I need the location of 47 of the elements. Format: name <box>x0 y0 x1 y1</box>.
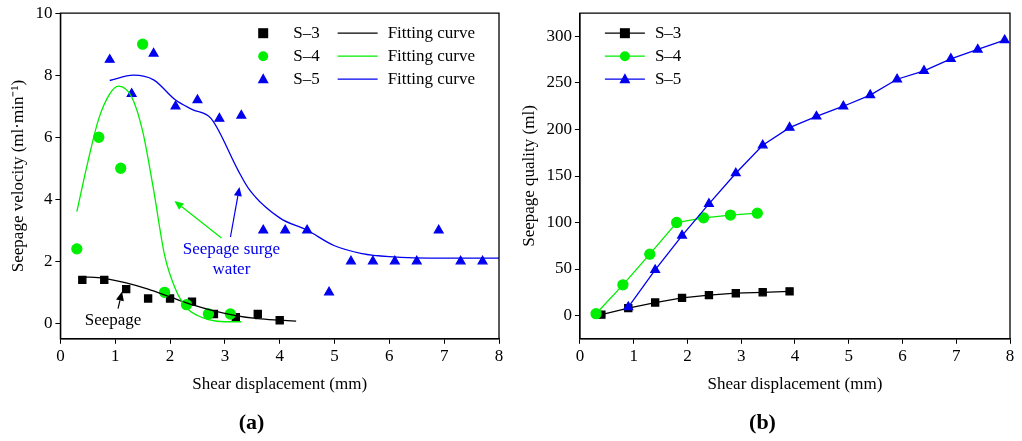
annotation: Seepage <box>84 310 142 330</box>
x-tick-label: 1 <box>110 346 120 366</box>
x-tick-label: 2 <box>683 346 692 366</box>
y-tick-label: 0 <box>43 312 53 332</box>
x-tick-label: 5 <box>330 346 339 366</box>
y-tick-label: 100 <box>546 211 572 231</box>
x-axis-title: Shear displacement (mm) <box>192 373 368 393</box>
x-tick-label: 4 <box>790 346 800 366</box>
y-tick-label: 2 <box>43 250 53 270</box>
y-tick-label: 10 <box>35 2 53 22</box>
x-tick-label: 4 <box>275 346 285 366</box>
x-tick-label: 1 <box>629 346 638 366</box>
x-tick-label: 0 <box>575 346 585 366</box>
y-axis-title: Seepage quality (ml) <box>518 105 538 247</box>
legend-label: S–5 <box>654 68 682 88</box>
x-tick-label: 7 <box>439 346 449 366</box>
x-tick-label: 8 <box>494 346 504 366</box>
x-tick-label: 7 <box>951 346 961 366</box>
text: (b) <box>749 409 776 435</box>
legend-label: S–4 <box>654 45 682 65</box>
x-tick-label: 5 <box>844 346 853 366</box>
y-tick-label: 0 <box>563 305 572 325</box>
legend-label: S–3 <box>293 22 320 42</box>
x-tick-label: 3 <box>736 346 746 366</box>
y-tick-label: 250 <box>546 72 572 92</box>
y-tick-label: 4 <box>43 188 53 208</box>
legend-label: Fitting curve <box>387 22 476 42</box>
y-axis-title: Seepage velocity (ml·min⁻¹) <box>7 79 27 273</box>
x-tick-label: 2 <box>165 346 175 366</box>
y-tick-label: 8 <box>43 64 53 84</box>
x-axis-title: Shear displacement (mm) <box>707 373 883 393</box>
y-tick-label: 6 <box>43 126 53 146</box>
x-tick-label: 6 <box>898 346 907 366</box>
annotation: Seepage surge water <box>182 239 281 279</box>
y-tick-label: 150 <box>546 165 572 185</box>
text: (a) <box>238 409 265 435</box>
legend-label: S–5 <box>293 68 320 88</box>
x-tick-label: 8 <box>1005 346 1015 366</box>
x-tick-label: 3 <box>220 346 230 366</box>
legend-label: S–3 <box>654 22 682 42</box>
y-tick-label: 50 <box>554 258 572 278</box>
legend-label: S–4 <box>293 45 321 65</box>
legend-label: Fitting curve <box>387 68 476 88</box>
legend-label: Fitting curve <box>387 45 476 65</box>
y-tick-label: 200 <box>546 118 572 138</box>
y-tick-label: 300 <box>546 25 572 45</box>
x-tick-label: 6 <box>385 346 394 366</box>
